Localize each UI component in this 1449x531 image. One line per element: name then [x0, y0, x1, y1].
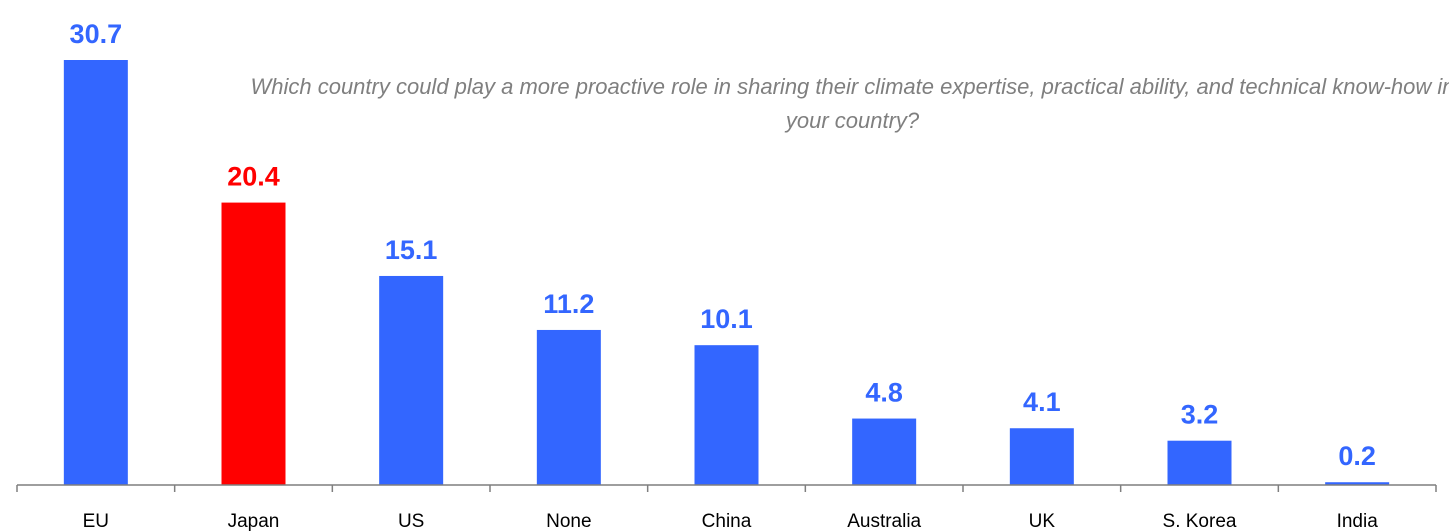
value-labels-group: 30.7 20.4 15.1 11.2 10.1 4.8 4.1 3.2 0.2 [70, 19, 1376, 471]
bar-s-korea [1167, 440, 1232, 485]
x-tick-label: UK [1029, 511, 1056, 531]
x-tick-label: EU [83, 511, 109, 531]
bar-uk [1009, 428, 1074, 485]
value-label: 4.8 [865, 378, 903, 408]
bar-eu [63, 60, 128, 485]
value-label: 20.4 [227, 162, 280, 192]
x-tick-label: Australia [847, 511, 921, 531]
value-label: 11.2 [543, 289, 594, 319]
value-label: 15.1 [385, 235, 438, 265]
bar-china [694, 345, 759, 485]
bar-australia [852, 418, 917, 485]
bar-india [1325, 482, 1390, 485]
value-label: 10.1 [700, 304, 753, 334]
value-label: 3.2 [1181, 400, 1219, 430]
x-tick-labels-group: EU Japan US None China Australia UK S. Korea Ind… [83, 511, 1379, 531]
x-tick-label: China [702, 511, 752, 531]
value-label: 30.7 [70, 19, 123, 49]
x-tick-label: US [398, 511, 424, 531]
x-tick-label: S. Korea [1163, 511, 1237, 531]
x-tick-label: Japan [228, 511, 280, 531]
bar-us [379, 275, 444, 485]
bar-japan [221, 202, 286, 485]
chart-annotation: Which country could play a more proactiv… [250, 74, 1449, 133]
bar-none [536, 329, 601, 485]
x-axis [16, 484, 1437, 492]
bars-group [63, 60, 1390, 485]
x-tick-label: None [546, 511, 591, 531]
x-tick-label: India [1337, 511, 1379, 531]
value-label: 0.2 [1338, 441, 1376, 471]
value-label: 4.1 [1023, 387, 1061, 417]
